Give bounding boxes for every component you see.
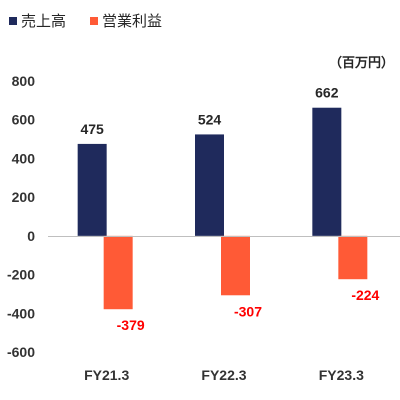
operating-profit-bar (221, 235, 250, 296)
x-tick-label: FY21.3 (84, 367, 129, 383)
data-labels: 475 524 662 -379 -307 -224 (80, 85, 379, 334)
sales-bar (312, 107, 342, 236)
y-tick-label: -400 (7, 305, 35, 321)
y-tick-label: 600 (12, 112, 36, 128)
data-label-operating-profit: -224 (351, 287, 379, 303)
data-label-sales: 475 (80, 121, 104, 137)
y-tick-label: -200 (7, 267, 35, 283)
x-tick-label: FY22.3 (201, 367, 246, 383)
data-label-sales: 662 (315, 85, 339, 101)
y-axis: 800 600 400 200 0 -200 -400 -600 (7, 73, 35, 360)
y-tick-label: 0 (27, 228, 35, 244)
x-axis: FY21.3 FY22.3 FY23.3 (84, 367, 364, 383)
x-tick-label: FY23.3 (319, 367, 364, 383)
y-tick-label: 400 (12, 150, 36, 166)
plot-area (77, 107, 368, 310)
data-label-operating-profit: -379 (117, 317, 145, 333)
legend: 売上高 営業利益 (9, 13, 162, 30)
y-tick-label: 200 (12, 189, 36, 205)
data-label-sales: 524 (198, 111, 222, 127)
legend-label-operating-profit: 営業利益 (102, 13, 162, 30)
y-tick-label: -600 (7, 344, 35, 360)
legend-label-sales: 売上高 (21, 13, 66, 30)
legend-item-operating-profit: 営業利益 (90, 13, 162, 30)
data-label-operating-profit: -307 (234, 303, 262, 319)
sales-bar (195, 134, 224, 236)
operating-profit-bar (338, 235, 368, 280)
legend-item-sales: 売上高 (9, 13, 66, 30)
legend-swatch-operating-profit (90, 17, 98, 25)
sales-bar (77, 143, 107, 236)
legend-swatch-sales (9, 17, 17, 25)
operating-profit-bar (103, 235, 133, 310)
unit-label: （百万円） (329, 55, 394, 70)
y-tick-label: 800 (12, 73, 36, 89)
